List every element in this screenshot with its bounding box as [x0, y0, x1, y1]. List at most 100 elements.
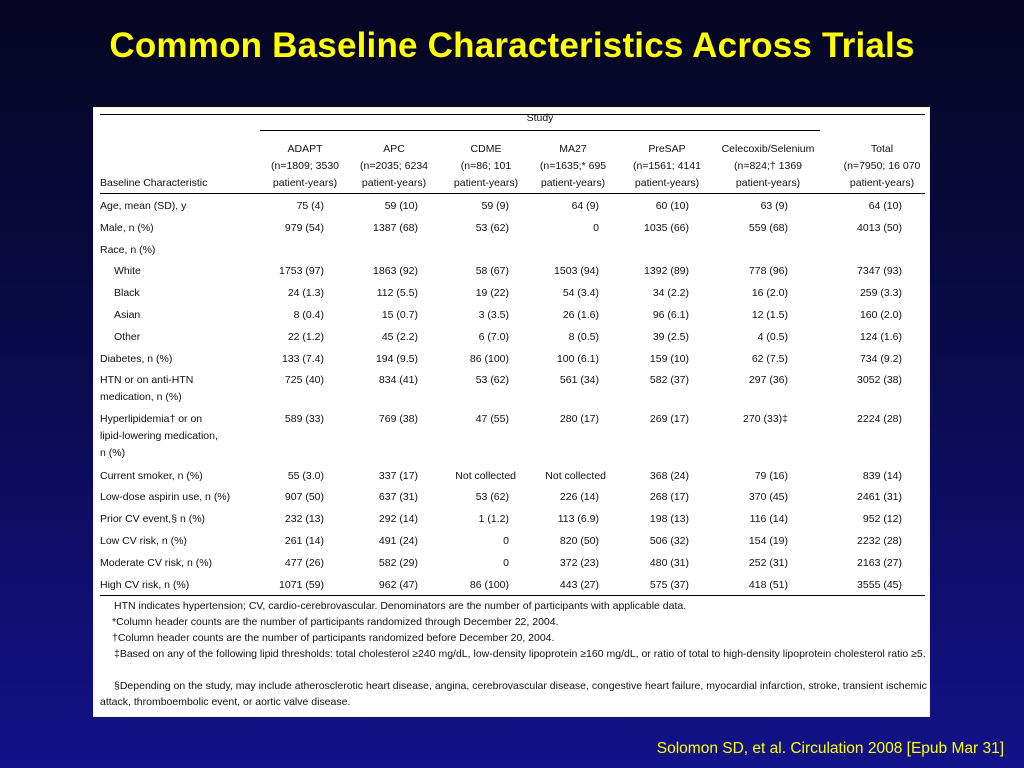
row-label: Low CV risk, n (%) — [100, 533, 187, 550]
table-cell: 261 (14) — [284, 535, 324, 547]
table-cell: 226 (14) — [559, 491, 599, 504]
table-cell: 79 (16) — [754, 469, 788, 482]
row-label-line: Black — [114, 287, 140, 300]
table-cell: 47 (55) — [475, 413, 509, 426]
table-cell: 480 (31) — [649, 556, 689, 569]
row-label: Prior CV event,§ n (%) — [100, 511, 205, 528]
table-cell: 0 — [503, 535, 509, 547]
table-cell: 582 (29) — [378, 556, 418, 569]
column-header-line: Total — [870, 143, 894, 155]
column-header-line: (n=1561; 4141 — [632, 160, 702, 172]
table-cell: 124 (1.6) — [859, 330, 902, 343]
footnote: §Depending on the study, may include ath… — [100, 680, 927, 708]
row-label-line: Race, n (%) — [100, 243, 156, 256]
table-cell: 15 (0.7) — [381, 309, 418, 321]
column-header: MA27 (n=1635;* 695 patient-years) — [513, 141, 633, 192]
table-cell: 979 (54) — [284, 221, 324, 234]
footnote: *Column header counts are the number of … — [112, 616, 559, 628]
baseline-characteristics-table: Study Baseline Characteristic ADAPT (n=18… — [93, 107, 930, 717]
table-cell: 778 (96) — [748, 265, 788, 278]
row-label: Race, n (%) — [100, 242, 155, 259]
table-cell: 232 (13) — [284, 513, 324, 526]
table-cell: 3555 (45) — [857, 578, 902, 591]
table-cell: 34 (2.2) — [652, 287, 689, 300]
column-header-line: patient-years) — [453, 177, 519, 189]
slide-title: Common Baseline Characteristics Across T… — [109, 26, 915, 65]
table-cell: 154 (19) — [748, 535, 788, 547]
table-cell: 60 (10) — [655, 200, 689, 212]
table-cell: 7347 (93) — [857, 265, 902, 278]
table-cell: 0 — [503, 556, 509, 569]
column-header-line: (n=824;† 1369 — [733, 160, 803, 172]
row-label: Black — [114, 285, 140, 302]
row-label-line: Diabetes, n (%) — [100, 352, 173, 365]
table-cell: 24 (1.3) — [287, 287, 324, 300]
column-header-line: patient-years) — [849, 177, 915, 189]
table-cell: 198 (13) — [649, 513, 689, 526]
table-cell: 96 (6.1) — [652, 309, 689, 321]
table-cell: 734 (9.2) — [859, 352, 902, 365]
column-header-line: ADAPT — [287, 143, 323, 155]
table-cell: 75 (4) — [296, 200, 324, 212]
table-cell: 370 (45) — [748, 491, 788, 504]
table-cell: 159 (10) — [649, 352, 689, 365]
table-cell: 53 (62) — [475, 221, 509, 234]
row-label-line: medication, n (%) — [100, 391, 182, 404]
column-header-line: (n=1809; 3530 — [270, 160, 340, 172]
row-label: Diabetes, n (%) — [100, 351, 172, 368]
table-cell: 280 (17) — [559, 413, 599, 426]
row-label-line: White — [114, 265, 141, 278]
table-cell: 1 (1.2) — [478, 513, 509, 526]
table-cell: 86 (100) — [469, 578, 509, 591]
table-bottom-rule — [100, 595, 925, 596]
table-cell: 0 — [593, 221, 599, 234]
column-header-line: patient-years) — [272, 177, 338, 189]
table-cell: 100 (6.1) — [556, 352, 599, 365]
table-cell: 113 (6.9) — [557, 513, 599, 526]
column-header: Total (n=7950; 16 070 patient-years) — [822, 141, 942, 192]
table-cell: 1387 (68) — [373, 221, 418, 234]
table-cell: 2461 (31) — [857, 491, 902, 504]
row-label-line: High CV risk, n (%) — [100, 578, 190, 591]
table-cell: 26 (1.6) — [562, 309, 599, 321]
table-cell: 64 (10) — [868, 200, 902, 212]
table-cell: 252 (31) — [748, 556, 788, 569]
column-header: Celecoxib/Selenium (n=824;† 1369 patient-y… — [708, 141, 828, 192]
table-cell: 64 (9) — [571, 200, 599, 212]
table-cell: 270 (33)‡ — [743, 413, 788, 426]
top-rule — [100, 114, 925, 115]
row-label-line: n (%) — [100, 447, 126, 460]
column-header-line: (n=86; 101 — [460, 160, 512, 172]
table-cell: 8 (0.5) — [568, 330, 599, 343]
table-cell: 1035 (66) — [644, 221, 689, 234]
table-cell: 952 (12) — [862, 513, 902, 526]
column-header-line: patient-years) — [634, 177, 700, 189]
row-label-line: Current smoker, n (%) — [100, 469, 203, 482]
column-header-line: Celecoxib/Selenium — [721, 143, 815, 155]
column-header: PreSAP (n=1561; 4141 patient-years) — [607, 141, 727, 192]
row-label-line: Asian — [114, 309, 141, 321]
header-bottom-rule — [100, 193, 925, 194]
column-header-line: patient-years) — [540, 177, 606, 189]
row-label: Hyperlipidemia† or on lipid-lowering medi… — [100, 411, 218, 462]
table-cell: 725 (40) — [284, 374, 324, 387]
column-header-line: CDME — [470, 143, 502, 155]
table-cell: 59 (10) — [384, 200, 418, 212]
row-label: Male, n (%) — [100, 220, 154, 237]
row-label-line: HTN or on anti-HTN — [100, 374, 194, 387]
table-cell: 297 (36) — [748, 374, 788, 387]
table-cell: 561 (34) — [559, 374, 599, 387]
row-label: Other — [114, 329, 140, 346]
column-header-line: (n=1635;* 695 — [539, 160, 607, 172]
table-cell: 337 (17) — [378, 469, 418, 482]
column-header: APC (n=2035; 6234 patient-years) — [334, 141, 454, 192]
table-cell: 4 (0.5) — [757, 330, 788, 343]
table-cell: 55 (3.0) — [287, 469, 324, 482]
column-header: CDME (n=86; 101 patient-years) — [426, 141, 546, 192]
row-label: HTN or on anti-HTN medication, n (%) — [100, 372, 193, 406]
table-cell: 16 (2.0) — [751, 287, 788, 300]
table-cell: 62 (7.5) — [751, 352, 788, 365]
row-label-line: Moderate CV risk, n (%) — [100, 556, 213, 569]
table-cell: 820 (50) — [559, 535, 599, 547]
table-cell: 962 (47) — [378, 578, 418, 591]
